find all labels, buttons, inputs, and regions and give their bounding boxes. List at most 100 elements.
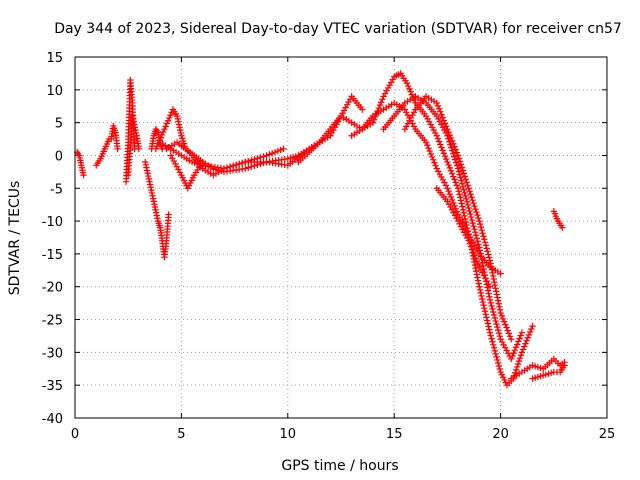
data-point <box>476 217 483 225</box>
data-point <box>132 126 139 134</box>
data-point <box>465 204 472 212</box>
data-point <box>384 84 392 92</box>
data-point <box>517 332 524 339</box>
data-point <box>460 186 467 193</box>
data-point <box>407 88 414 95</box>
data-point <box>476 286 484 293</box>
data-point <box>480 272 488 279</box>
data-point <box>251 156 258 163</box>
data-point <box>462 225 469 232</box>
x-tick-label: 5 <box>177 427 185 442</box>
data-point <box>496 303 503 311</box>
data-point <box>432 162 439 169</box>
data-point <box>461 173 469 180</box>
data-point <box>268 150 276 157</box>
data-point <box>149 195 157 202</box>
data-point <box>425 118 433 125</box>
data-point <box>493 291 501 298</box>
data-point <box>504 327 511 334</box>
data-point <box>146 178 153 185</box>
data-point <box>490 341 497 348</box>
data-point <box>462 218 470 226</box>
data-point <box>476 220 484 228</box>
data-point <box>154 215 161 222</box>
y-tick-label: 10 <box>46 84 63 99</box>
data-point <box>266 151 273 158</box>
data-point <box>497 336 504 343</box>
data-point <box>490 275 497 283</box>
x-tick-label: 15 <box>386 427 403 442</box>
data-point <box>466 188 473 195</box>
data-point <box>561 362 568 369</box>
data-point <box>465 185 472 192</box>
data-point <box>455 155 463 162</box>
data-point <box>474 211 481 219</box>
data-point <box>404 120 412 127</box>
data-point <box>526 328 534 336</box>
data-point <box>430 156 437 164</box>
y-tick-label: -20 <box>42 281 63 296</box>
data-point <box>481 304 488 312</box>
data-point <box>518 329 526 336</box>
data-point <box>426 147 433 155</box>
data-point <box>143 164 150 171</box>
data-point <box>441 126 448 134</box>
data-point <box>489 272 497 280</box>
data-point <box>477 250 484 257</box>
data-point <box>472 268 480 275</box>
data-point <box>473 258 481 265</box>
data-point <box>242 165 249 172</box>
data-point <box>377 99 385 106</box>
data-point <box>485 280 492 288</box>
data-point <box>459 206 467 213</box>
data-point <box>144 170 151 177</box>
data-point <box>451 202 458 209</box>
data-point <box>145 172 152 180</box>
data-point <box>466 207 473 215</box>
series-arc-s <box>550 208 566 231</box>
data-point <box>441 120 449 127</box>
data-point <box>506 333 514 340</box>
data-point <box>257 154 264 161</box>
data-point <box>433 112 440 120</box>
series-arc-l <box>295 70 536 389</box>
data-point <box>435 115 442 123</box>
data-point <box>472 205 479 213</box>
data-point <box>471 202 478 210</box>
data-point <box>473 245 480 252</box>
data-point <box>450 153 458 160</box>
plot-frame <box>74 56 608 419</box>
data-point <box>199 158 206 166</box>
data-point <box>161 126 168 133</box>
data-point <box>473 208 480 216</box>
data-point <box>401 126 409 133</box>
data-point <box>142 158 149 166</box>
data-point <box>444 185 451 192</box>
data-point <box>486 257 494 264</box>
data-point <box>523 337 530 344</box>
data-point <box>406 117 413 124</box>
data-point <box>494 326 502 334</box>
data-point <box>512 344 520 351</box>
data-point <box>502 321 509 328</box>
data-point <box>517 352 525 359</box>
data-point <box>472 228 479 236</box>
data-point <box>430 126 437 134</box>
data-point <box>469 246 476 253</box>
data-point <box>148 189 156 197</box>
series-arc-b <box>93 135 113 169</box>
data-point <box>529 322 536 330</box>
data-point <box>461 215 469 223</box>
data-point <box>463 195 470 203</box>
y-tick-label: -40 <box>42 412 63 427</box>
y-tick-label: 5 <box>55 117 63 132</box>
data-point <box>346 95 354 103</box>
data-point <box>477 223 485 231</box>
data-point <box>515 338 522 345</box>
data-point <box>164 117 172 124</box>
data-point <box>459 167 467 174</box>
data-point <box>403 123 410 130</box>
series-arc-f <box>142 158 172 261</box>
x-tick-label: 10 <box>280 427 297 442</box>
